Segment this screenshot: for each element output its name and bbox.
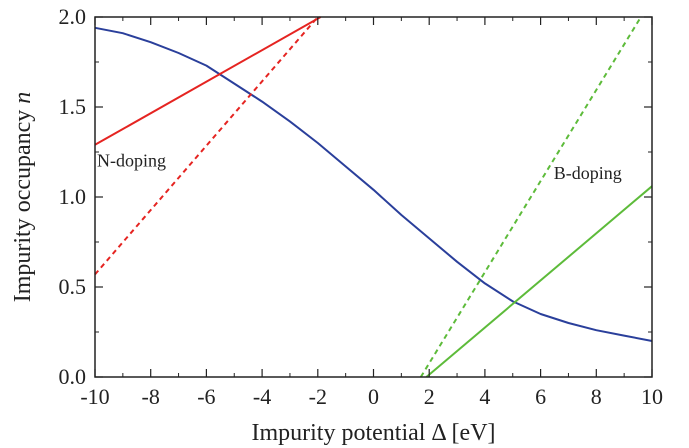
x-tick-label: 2 xyxy=(424,384,435,409)
ticks-layer xyxy=(94,16,653,378)
series-line-4 xyxy=(419,16,642,378)
x-tick-label: 10 xyxy=(641,384,663,409)
x-tick-label: 0 xyxy=(368,384,379,409)
y-tick-label: 2.0 xyxy=(59,4,87,29)
y-tick-label: 0.5 xyxy=(59,274,87,299)
y-tick-label: 0.0 xyxy=(59,364,87,389)
labels-layer: -10 -8 -6 -4 -2 0 2 4 6 8 10 0.0 0.5 1.0 1.5 2.0 xyxy=(59,4,664,409)
series-layer xyxy=(94,16,653,378)
x-tick-label: 6 xyxy=(535,384,546,409)
y-tick-label: 1.0 xyxy=(59,184,87,209)
annotation-label: N-doping xyxy=(97,150,166,170)
x-tick-label: -6 xyxy=(197,384,215,409)
series-line-5 xyxy=(425,185,653,378)
x-tick-label: -2 xyxy=(309,384,327,409)
x-tick-label: -10 xyxy=(80,384,109,409)
y-axis-title: Impurity occupancy n xyxy=(10,92,36,303)
y-tick-label: 1.5 xyxy=(59,94,87,119)
series-line-1 xyxy=(94,26,653,342)
x-tick-label: 4 xyxy=(479,384,490,409)
y-axis-title-variable: n xyxy=(10,92,36,104)
series-line-3 xyxy=(94,16,319,276)
annotation-layer: N-doping B-doping xyxy=(97,150,622,183)
x-axis-title: Impurity potential Δ [eV] xyxy=(251,420,495,446)
annotation-label: B-doping xyxy=(554,163,622,183)
x-tick-label: -4 xyxy=(253,384,271,409)
x-tick-label: -8 xyxy=(142,384,160,409)
x-tick-label: 8 xyxy=(591,384,602,409)
series-line-2 xyxy=(94,16,322,146)
y-axis-title-text: Impurity occupancy xyxy=(10,104,36,303)
